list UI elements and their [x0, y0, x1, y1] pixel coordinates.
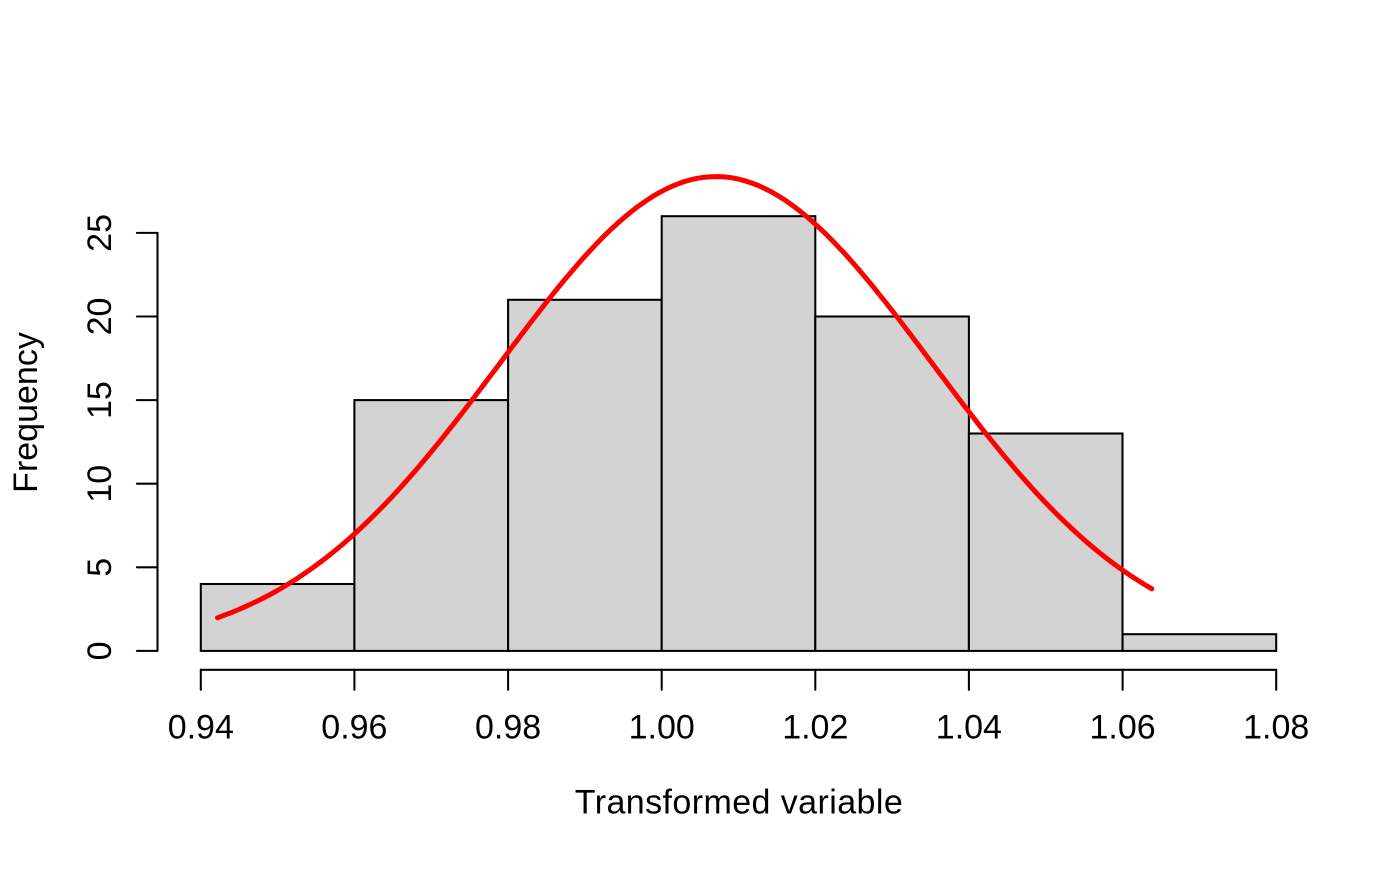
svg-text:0: 0 [81, 641, 119, 660]
svg-text:20: 20 [81, 298, 119, 336]
svg-text:1.06: 1.06 [1090, 709, 1156, 747]
svg-text:1.02: 1.02 [782, 709, 848, 747]
svg-text:5: 5 [81, 558, 119, 577]
svg-text:0.96: 0.96 [321, 709, 387, 747]
svg-text:0.98: 0.98 [475, 709, 541, 747]
svg-text:Frequency: Frequency [7, 332, 45, 493]
svg-text:15: 15 [81, 381, 119, 419]
svg-text:1.04: 1.04 [936, 709, 1002, 747]
svg-text:0.94: 0.94 [168, 709, 234, 747]
svg-text:10: 10 [81, 465, 119, 503]
svg-text:Transformed variable: Transformed variable [575, 784, 903, 822]
svg-text:1.08: 1.08 [1243, 709, 1309, 747]
svg-text:25: 25 [81, 214, 119, 252]
svg-text:1.00: 1.00 [629, 709, 695, 747]
